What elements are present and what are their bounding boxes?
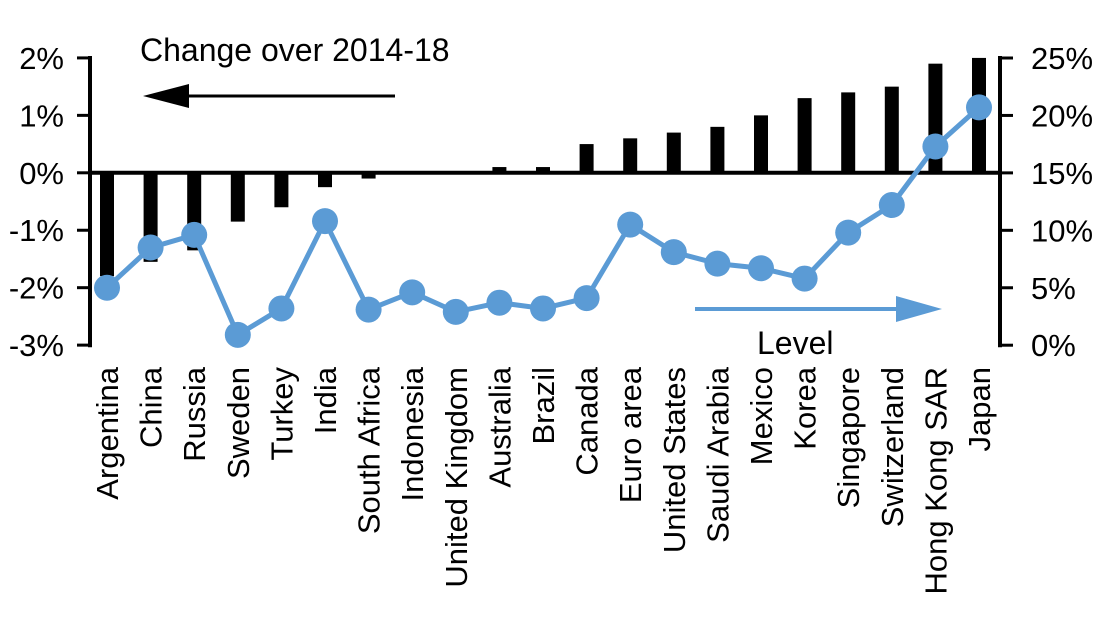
left-axis-tick-label: 0% bbox=[19, 156, 64, 191]
left-axis-tick-label: 1% bbox=[19, 98, 64, 133]
category-label: Switzerland bbox=[875, 367, 910, 527]
marker-Hong Kong SAR bbox=[922, 133, 949, 160]
category-label: Russia bbox=[177, 366, 212, 462]
marker-Singapore bbox=[835, 219, 862, 246]
category-label: South Africa bbox=[352, 366, 387, 534]
marker-Euro area bbox=[617, 211, 644, 238]
bar-Korea bbox=[797, 98, 812, 173]
bar-United States bbox=[666, 132, 681, 173]
category-label: Hong Kong SAR bbox=[918, 367, 953, 594]
right-arrow-icon bbox=[896, 296, 942, 322]
category-label: United States bbox=[657, 367, 692, 553]
category-label: Australia bbox=[482, 366, 517, 487]
category-label: Argentina bbox=[90, 366, 125, 499]
left-axis-tick-label: 2% bbox=[19, 41, 64, 76]
category-label: India bbox=[308, 366, 343, 434]
marker-Mexico bbox=[748, 255, 774, 282]
marker-Sweden bbox=[224, 321, 251, 348]
marker-United States bbox=[660, 239, 687, 266]
category-label: Korea bbox=[788, 366, 823, 449]
right-axis-tick-label: 10% bbox=[1031, 213, 1093, 248]
marker-United Kingdom bbox=[442, 298, 469, 325]
category-label: Japan bbox=[962, 367, 997, 451]
category-label: Canada bbox=[570, 366, 605, 475]
category-label: United Kingdom bbox=[439, 367, 474, 588]
category-label: China bbox=[134, 366, 169, 448]
bar-Turkey bbox=[274, 172, 289, 208]
marker-Saudi Arabia bbox=[704, 250, 731, 277]
left-axis-tick-label: -2% bbox=[9, 271, 64, 306]
marker-China bbox=[137, 234, 164, 261]
bar-India bbox=[318, 172, 332, 188]
bar-Mexico bbox=[754, 115, 768, 173]
marker-Brazil bbox=[530, 295, 556, 322]
category-label: Saudi Arabia bbox=[700, 366, 735, 543]
marker-India bbox=[312, 208, 338, 235]
category-label: Euro area bbox=[613, 366, 648, 503]
marker-Korea bbox=[791, 265, 818, 292]
bar-Singapore bbox=[841, 92, 856, 173]
marker-Indonesia bbox=[399, 279, 426, 306]
category-label: Brazil bbox=[526, 367, 561, 445]
right-axis-tick-label: 0% bbox=[1031, 328, 1076, 363]
bar-Saudi Arabia bbox=[710, 126, 725, 173]
bar-Brazil bbox=[536, 167, 550, 173]
right-axis-tick-label: 5% bbox=[1031, 271, 1076, 306]
marker-South Africa bbox=[355, 296, 382, 323]
right-axis-tick-label: 25% bbox=[1031, 41, 1093, 76]
marker-Russia bbox=[181, 221, 208, 248]
line-series-title: Level bbox=[757, 325, 834, 361]
marker-Switzerland bbox=[878, 192, 905, 219]
bar-Switzerland bbox=[884, 86, 899, 173]
category-label: Indonesia bbox=[395, 366, 430, 501]
left-axis-tick-label: -1% bbox=[9, 213, 64, 248]
right-axis-tick-label: 15% bbox=[1031, 156, 1093, 191]
marker-Canada bbox=[573, 285, 600, 312]
bar-Argentina bbox=[100, 172, 114, 277]
bar-series-title: Change over 2014-18 bbox=[140, 32, 450, 68]
bar-South Africa bbox=[361, 172, 376, 179]
category-label: Sweden bbox=[221, 367, 256, 479]
marker-Argentina bbox=[94, 274, 120, 301]
bar-Australia bbox=[492, 167, 507, 173]
marker-Turkey bbox=[268, 295, 295, 322]
category-label: Singapore bbox=[831, 367, 866, 508]
marker-Australia bbox=[486, 289, 513, 316]
left-axis-tick-label: -3% bbox=[9, 328, 64, 363]
bar-Canada bbox=[579, 144, 594, 173]
left-arrow-icon bbox=[143, 84, 189, 108]
category-label: Mexico bbox=[744, 367, 779, 465]
bar-Euro area bbox=[623, 138, 638, 173]
marker-Japan bbox=[966, 94, 992, 121]
right-axis-tick-label: 20% bbox=[1031, 98, 1093, 133]
category-label: Turkey bbox=[264, 367, 299, 461]
bar-Sweden bbox=[230, 172, 245, 222]
